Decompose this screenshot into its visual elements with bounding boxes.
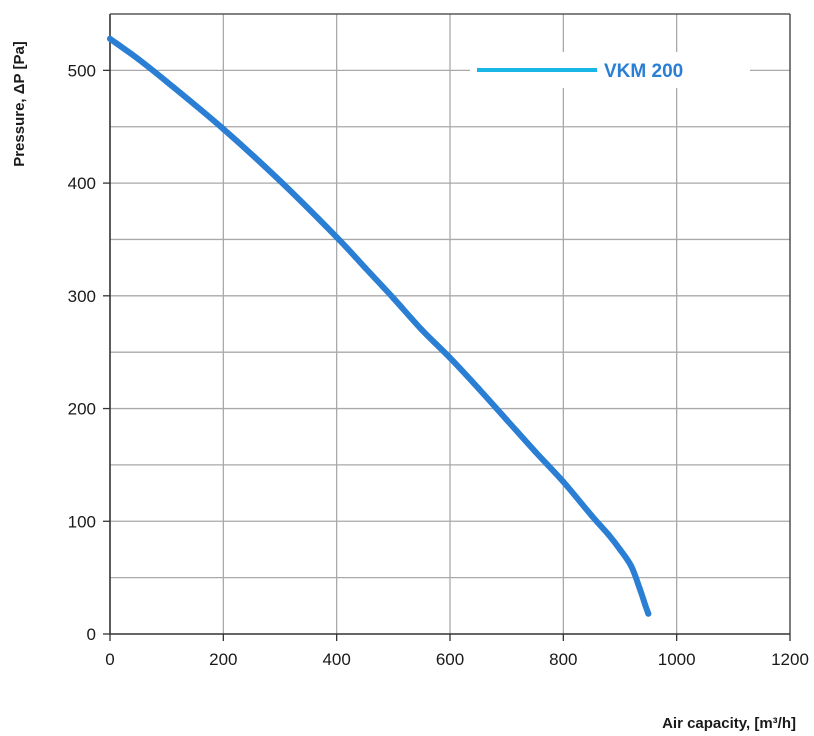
- x-tick-label-800: 800: [549, 650, 577, 669]
- legend: VKM 200: [470, 52, 750, 88]
- y-tick-label-500: 500: [68, 61, 96, 80]
- x-tick-label-200: 200: [209, 650, 237, 669]
- y-tick-label-0: 0: [87, 625, 96, 644]
- x-tick-label-400: 400: [322, 650, 350, 669]
- data-point-920: [628, 563, 635, 570]
- data-point-650: [475, 385, 482, 392]
- data-point-50: [135, 56, 142, 63]
- series-layer: [107, 35, 652, 617]
- x-tick-label-600: 600: [436, 650, 464, 669]
- data-point-600: [447, 354, 453, 361]
- legend-label-vkm-200: VKM 200: [604, 61, 683, 82]
- x-tick-label-0: 0: [105, 650, 114, 669]
- data-point-700: [503, 416, 510, 423]
- data-point-850: [588, 512, 595, 519]
- x-axis-ticks: 0 200 400 600 800 1000 1200: [105, 634, 809, 669]
- data-point-400: [333, 234, 340, 241]
- y-axis-title: Pressure, ΔP [Pa]: [11, 41, 28, 167]
- data-point-950: [645, 610, 652, 617]
- data-point-880: [605, 531, 612, 538]
- y-tick-label-300: 300: [68, 287, 96, 306]
- x-tick-label-1200: 1200: [771, 650, 809, 669]
- data-point-750: [532, 448, 538, 455]
- data-point-935: [636, 585, 643, 592]
- data-point-300: [277, 177, 283, 184]
- data-point-450: [362, 264, 368, 271]
- x-axis-title: Air capacity, [m³/h]: [662, 715, 796, 732]
- data-point-200: [220, 125, 227, 132]
- data-point-0: [107, 35, 113, 42]
- data-point-550: [418, 326, 425, 333]
- data-point-945: [642, 602, 649, 609]
- y-tick-label-100: 100: [68, 512, 96, 531]
- data-point-100: [163, 78, 170, 85]
- x-tick-label-1000: 1000: [658, 650, 696, 669]
- y-tick-label-400: 400: [68, 174, 96, 193]
- data-point-900: [617, 546, 623, 553]
- y-axis-ticks: 0 100 200 300 400 500: [68, 61, 110, 644]
- data-point-800: [560, 478, 567, 485]
- y-tick-label-200: 200: [68, 400, 96, 419]
- data-point-500: [390, 295, 397, 302]
